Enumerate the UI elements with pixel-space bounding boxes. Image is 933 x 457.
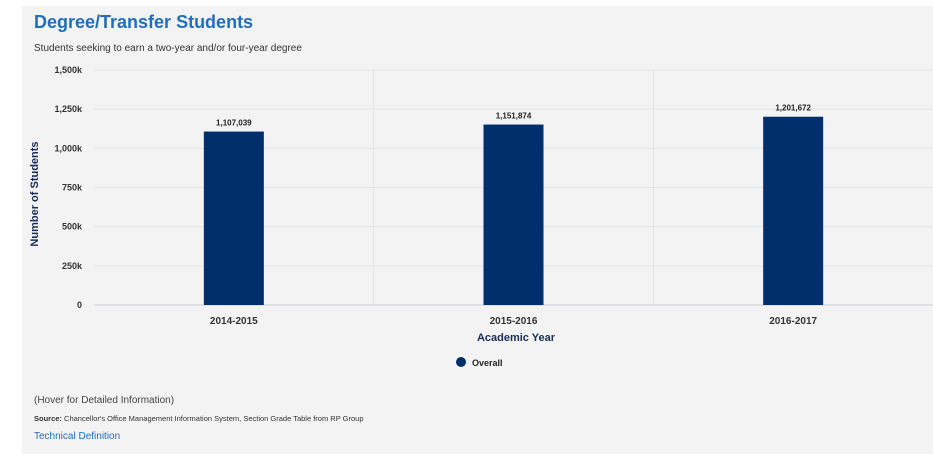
source-label: Source: — [34, 414, 62, 423]
y-tick-label: 1,250k — [54, 104, 83, 114]
bars — [203, 116, 824, 306]
data-label: 1,151,874 — [496, 112, 532, 121]
technical-definition-link[interactable]: Technical Definition — [34, 431, 121, 442]
chart-title: Degree/Transfer Students — [34, 12, 254, 32]
source-text: Chancellor's Office Management Informati… — [64, 414, 364, 423]
bar-2016-2017[interactable] — [763, 116, 824, 305]
source-note: Source: Chancellor's Office Management I… — [34, 414, 364, 423]
y-tick-label: 500k — [62, 222, 83, 232]
bar-chart: 0 250k 500k 750k 1,000k 1,250k 1,500k 1,107,03… — [29, 65, 933, 368]
y-tick-label: 0 — [77, 300, 82, 310]
data-label: 1,107,039 — [216, 119, 252, 128]
bar-2015-2016[interactable] — [483, 124, 544, 306]
x-tick-label: 2016-2017 — [769, 316, 817, 327]
y-tick-label: 250k — [62, 261, 83, 271]
data-labels: 1,107,039 1,151,874 1,201,672 — [216, 104, 811, 128]
y-axis-ticks: 0 250k 500k 750k 1,000k 1,250k 1,500k — [54, 65, 83, 310]
legend-marker — [456, 357, 466, 367]
y-tick-label: 1,000k — [54, 143, 83, 153]
hover-note: (Hover for Detailed Information) — [34, 395, 175, 406]
legend-label: Overall — [472, 358, 503, 368]
x-axis-title: Academic Year — [477, 332, 556, 344]
x-axis-ticks: 2014-2015 2015-2016 2016-2017 — [210, 316, 818, 327]
x-tick-label: 2015-2016 — [490, 316, 538, 327]
legend-item-overall[interactable]: Overall — [456, 357, 503, 368]
data-label: 1,201,672 — [775, 104, 811, 113]
x-tick-label: 2014-2015 — [210, 316, 258, 327]
y-axis-title: Number of Students — [29, 141, 41, 246]
y-tick-label: 750k — [62, 183, 83, 193]
bar-2014-2015[interactable] — [203, 131, 264, 305]
chart-panel: Degree/Transfer Students Students seekin… — [22, 6, 933, 454]
chart-subtitle: Students seeking to earn a two-year and/… — [34, 43, 302, 54]
y-tick-label: 1,500k — [54, 65, 83, 75]
